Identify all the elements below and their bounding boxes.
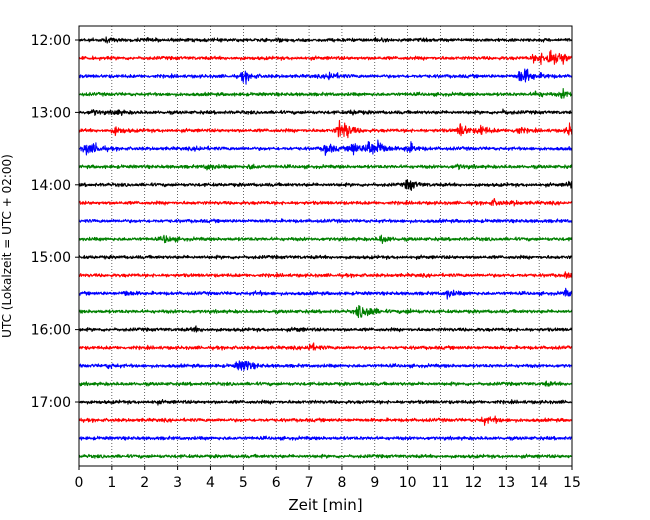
x-tick-label: 0	[75, 475, 84, 491]
seismic-trace	[78, 163, 573, 171]
seismic-trace	[78, 119, 573, 139]
x-tick-label: 1	[107, 475, 116, 491]
x-tick-label: 10	[399, 475, 417, 491]
seismic-trace	[78, 398, 573, 406]
x-tick-label: 13	[497, 475, 515, 491]
seismic-trace	[78, 198, 573, 207]
y-tick-label: 13:00	[31, 105, 71, 121]
seismic-trace	[78, 179, 573, 191]
x-tick-label: 14	[530, 475, 548, 491]
seismic-trace	[78, 234, 573, 244]
seismic-trace	[78, 49, 573, 66]
seismic-trace	[78, 342, 573, 351]
y-tick-label: 16:00	[31, 323, 71, 339]
seismic-traces	[78, 36, 573, 460]
seismic-trace	[78, 380, 573, 387]
x-tick-label: 4	[206, 475, 215, 491]
x-tick-label: 12	[464, 475, 482, 491]
seismic-trace	[78, 254, 573, 260]
y-tick-label: 14:00	[31, 178, 71, 194]
y-tick-label: 12:00	[31, 33, 71, 49]
plot-frame	[78, 25, 573, 467]
seismic-trace	[78, 68, 573, 85]
x-tick-label: 7	[305, 475, 314, 491]
seismic-trace	[78, 360, 573, 371]
x-axis-label: Zeit [min]	[288, 496, 362, 514]
seismic-trace	[78, 305, 573, 319]
x-tick-label: 15	[563, 475, 581, 491]
seismic-trace	[78, 435, 573, 441]
x-tick-label: 6	[272, 475, 281, 491]
seismic-trace	[78, 271, 573, 279]
x-tick-label: 11	[432, 475, 450, 491]
y-tick-label: 15:00	[31, 250, 71, 266]
x-tick-label: 3	[173, 475, 182, 491]
seismic-trace	[78, 287, 573, 300]
seismic-trace	[78, 415, 573, 426]
x-tick-label: 9	[370, 475, 379, 491]
y-tick-label: 17:00	[31, 395, 71, 411]
seismic-trace	[78, 108, 573, 117]
seismic-trace	[78, 325, 573, 333]
y-axis-ticks: 12:00 13:00 14:00 15:00 16:00 17:00	[31, 33, 79, 411]
seismic-trace	[78, 218, 573, 224]
x-tick-label: 2	[140, 475, 149, 491]
seismic-trace	[78, 87, 573, 99]
seismic-trace	[78, 139, 573, 156]
x-tick-label: 5	[239, 475, 248, 491]
x-axis-ticks: 0 1 2 3 4 5 6 7 8 9 10 11 12 13 14 15	[75, 466, 581, 491]
y-axis-label: UTC (Lokalzeit = UTC + 02:00)	[0, 154, 14, 338]
x-tick-label: 8	[337, 475, 346, 491]
seismic-trace	[78, 36, 573, 44]
seismic-trace	[78, 453, 573, 460]
